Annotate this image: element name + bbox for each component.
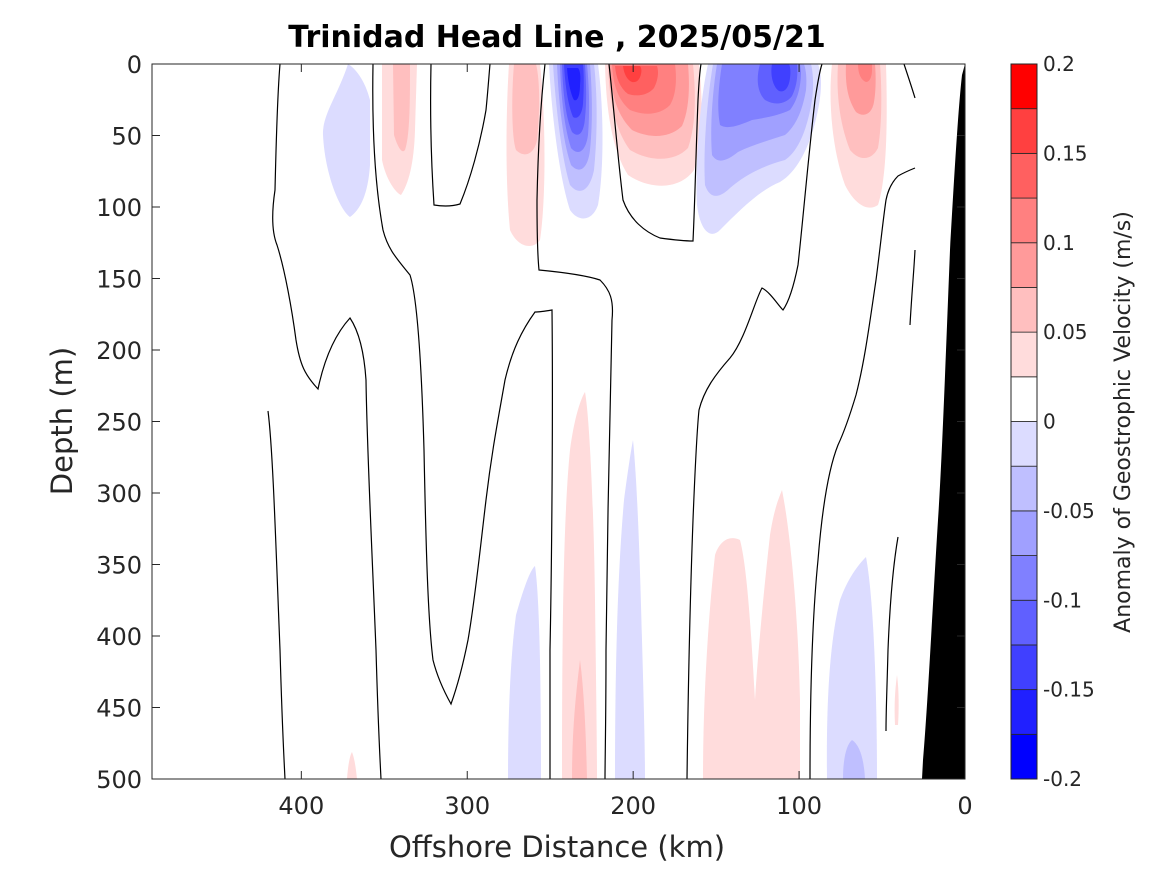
- anomaly-region: [623, 66, 642, 83]
- x-tick-label: 200: [610, 792, 656, 820]
- y-tick-label: 400: [96, 623, 142, 651]
- colorbar-tick-label: 0.05: [1043, 320, 1088, 344]
- colorbar-swatch: [1010, 555, 1038, 601]
- y-axis-label: Depth (m): [45, 347, 79, 495]
- anomaly-region: [347, 752, 357, 779]
- colorbar-tick-label: 0.2: [1043, 52, 1075, 76]
- chart-title: Trinidad Head Line , 2025/05/21: [288, 20, 825, 55]
- colorbar: -0.2 -0.15 -0.1 -0.05 0 0.05 0.1 0.15 0.2: [1010, 52, 1095, 791]
- contour-line: [267, 410, 286, 779]
- x-axis: 400 300 200 100 0: [278, 64, 973, 820]
- colorbar-swatch: [1010, 376, 1038, 422]
- anomaly-region: [703, 490, 800, 779]
- contour-line: [903, 64, 916, 99]
- colorbar-tick-label: -0.05: [1043, 499, 1095, 523]
- y-tick-label: 250: [96, 409, 142, 437]
- colorbar-label: Anomaly of Geostrophic Velocity (m/s): [1111, 211, 1136, 633]
- y-tick-label: 0: [127, 51, 142, 79]
- colorbar-swatch: [1010, 63, 1038, 110]
- colorbar-swatch: [1010, 331, 1038, 378]
- contour-line: [608, 64, 702, 242]
- anomaly-region: [572, 660, 587, 779]
- x-tick-label: 100: [776, 792, 822, 820]
- anomaly-fills: [322, 64, 899, 779]
- y-tick-label: 500: [96, 766, 142, 794]
- colorbar-swatch: [1010, 599, 1038, 646]
- x-tick-label: 0: [957, 792, 972, 820]
- colorbar-swatch: [1010, 644, 1038, 691]
- colorbar-tick-label: 0.1: [1043, 231, 1075, 255]
- seafloor-bathymetry: [922, 64, 965, 779]
- colorbar-swatch: [1010, 242, 1038, 288]
- anomaly-region: [393, 64, 410, 152]
- contour-line: [372, 64, 553, 779]
- colorbar-swatch: [1010, 197, 1038, 244]
- colorbar-swatch: [1010, 421, 1038, 467]
- colorbar-swatch: [1010, 465, 1038, 512]
- anomaly-region: [512, 64, 540, 155]
- colorbar-frame: [1010, 63, 1038, 780]
- anomaly-region: [826, 557, 877, 779]
- colorbar-swatch: [1010, 152, 1038, 199]
- x-tick-label: 400: [278, 792, 324, 820]
- contour-line: [885, 536, 899, 732]
- colorbar-swatch: [1010, 108, 1038, 154]
- colorbar-tick-label: -0.15: [1043, 678, 1095, 702]
- anomaly-region: [508, 566, 541, 779]
- colorbar-tick-label: -0.1: [1043, 588, 1082, 612]
- y-tick-label: 150: [96, 266, 142, 294]
- anomaly-region: [894, 675, 899, 725]
- y-tick-label: 50: [111, 123, 142, 151]
- x-axis-label: Offshore Distance (km): [389, 830, 725, 864]
- colorbar-tick-label: 0: [1043, 410, 1056, 434]
- y-axis: 0 50 100 150 200 250 300 350 400 450 500: [96, 51, 965, 794]
- contour-line: [272, 64, 382, 779]
- anomaly-region: [615, 440, 645, 779]
- anomaly-region: [567, 68, 581, 101]
- anomaly-region: [843, 740, 865, 779]
- contour-line: [686, 64, 823, 779]
- y-tick-label: 450: [96, 695, 142, 723]
- contour-line: [809, 167, 916, 779]
- contour-line: [430, 64, 491, 207]
- colorbar-tick-label: 0.15: [1043, 141, 1088, 165]
- colorbar-swatch: [1010, 733, 1038, 780]
- colorbar-tick-label: -0.2: [1043, 767, 1082, 791]
- x-tick-label: 300: [444, 792, 490, 820]
- colorbar-swatch: [1010, 510, 1038, 556]
- anomaly-region: [771, 64, 791, 92]
- zero-contours: [267, 64, 916, 779]
- y-tick-label: 200: [96, 337, 142, 365]
- plot-area: [152, 64, 965, 779]
- y-tick-label: 300: [96, 480, 142, 508]
- anomaly-region: [562, 392, 597, 779]
- contour-line: [536, 64, 614, 779]
- colorbar-swatch: [1010, 689, 1038, 735]
- anomaly-region: [858, 64, 872, 82]
- anomaly-region: [322, 64, 370, 217]
- y-tick-label: 100: [96, 194, 142, 222]
- y-tick-label: 350: [96, 552, 142, 580]
- colorbar-swatch: [1010, 287, 1038, 333]
- contour-line: [909, 249, 916, 326]
